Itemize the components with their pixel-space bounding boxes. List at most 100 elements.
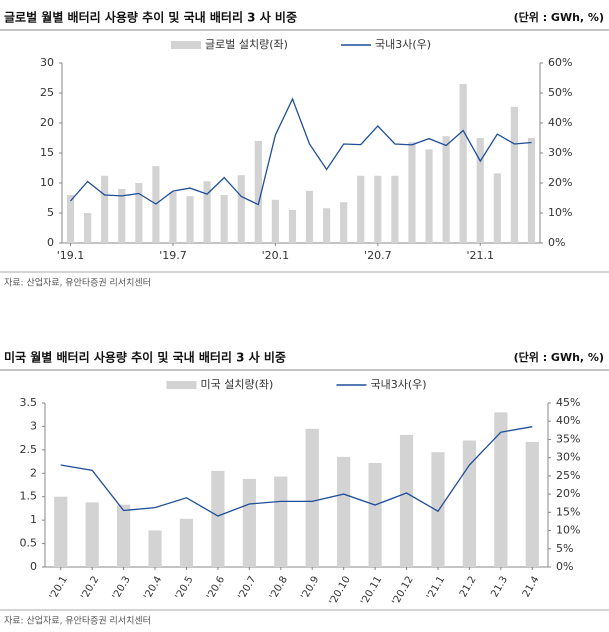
unit-label: (단위 : GWh, %) — [514, 350, 604, 364]
bar — [459, 84, 467, 243]
bar — [85, 502, 99, 567]
y2-tick-label: 5% — [556, 542, 573, 555]
bar — [476, 138, 484, 243]
bar — [116, 504, 131, 567]
bar — [211, 470, 225, 567]
bar — [186, 196, 194, 243]
x-tick-label: '20.9 — [299, 575, 321, 602]
x-tick-label: '20.7 — [237, 575, 259, 602]
chart-title: 미국 월별 배터리 사용량 추이 및 국내 배터리 3 사 비중 — [4, 350, 286, 365]
legend-label: 미국 설치량(좌) — [201, 378, 274, 391]
y-tick-label: 30 — [40, 56, 54, 69]
bar — [169, 192, 177, 243]
bar — [179, 518, 194, 567]
x-tick-label: '20.11 — [359, 575, 384, 608]
legend-swatch — [171, 41, 201, 49]
x-tick-label: '20.7 — [364, 249, 392, 262]
bar — [242, 478, 256, 567]
y-tick-label: 0 — [30, 560, 37, 573]
x-tick-label: '20.2 — [79, 575, 101, 602]
y-tick-label: 15 — [40, 146, 54, 159]
bar — [118, 189, 126, 243]
source: 자료: 산업자료, 유안타증권 리서치센터 — [4, 615, 151, 627]
bar — [305, 190, 314, 243]
y-tick-label: 1 — [30, 513, 37, 526]
y2-tick-label: 20% — [548, 176, 572, 189]
y2-tick-label: 50% — [548, 86, 572, 99]
legend-label: 국내3사(우) — [375, 38, 431, 51]
bar — [399, 434, 414, 567]
y2-tick-label: 40% — [548, 116, 572, 129]
y2-tick-label: 0% — [548, 236, 565, 249]
y2-tick-label: 60% — [548, 56, 572, 69]
bar — [368, 462, 382, 567]
x-tick-label: '20.1 — [48, 575, 70, 602]
bar — [527, 138, 536, 243]
y-tick-label: 2 — [30, 466, 37, 479]
x-tick-label: '20.5 — [174, 575, 196, 602]
y-tick-label: 3.5 — [20, 396, 38, 409]
bar — [305, 428, 319, 567]
y-tick-label: 0.5 — [20, 537, 38, 550]
x-tick-label: 21.3 — [489, 575, 510, 600]
bar — [54, 496, 68, 567]
bar — [237, 175, 245, 243]
bar — [274, 476, 288, 567]
bar — [431, 452, 445, 567]
bar — [66, 195, 75, 243]
y2-tick-label: 30% — [548, 146, 572, 159]
y2-tick-label: 0% — [556, 560, 573, 573]
bar — [494, 412, 508, 567]
y2-tick-label: 10% — [548, 206, 572, 219]
y2-tick-label: 30% — [556, 451, 580, 464]
y2-tick-label: 15% — [556, 505, 580, 518]
x-tick-label: '20.12 — [391, 575, 416, 608]
bar — [408, 142, 416, 243]
bar — [271, 199, 279, 243]
y-tick-label: 1.5 — [20, 490, 38, 503]
y-tick-label: 5 — [47, 206, 54, 219]
x-tick-label: 21.4 — [521, 575, 542, 600]
y2-tick-label: 10% — [556, 524, 580, 537]
y2-tick-label: 25% — [556, 469, 580, 482]
bar — [337, 456, 351, 567]
bar — [493, 173, 501, 243]
chart-title: 글로벌 월별 배터리 사용량 추이 및 국내 배터리 3 사 비중 — [4, 10, 297, 25]
bar — [510, 106, 518, 243]
legend-swatch — [166, 381, 197, 389]
x-tick-label: '21.1 — [425, 575, 447, 602]
bar — [442, 136, 450, 243]
y2-tick-label: 45% — [556, 396, 580, 409]
x-tick-label: '20.10 — [328, 575, 353, 608]
y-tick-label: 10 — [40, 176, 54, 189]
bar — [203, 181, 211, 243]
legend-label: 글로벌 설치량(좌) — [205, 38, 288, 51]
bar — [340, 202, 348, 243]
bar — [288, 210, 297, 243]
y-tick-label: 3 — [30, 419, 37, 432]
bar — [374, 175, 382, 243]
line-series — [70, 97, 532, 206]
source: 자료: 산업자료, 유안타증권 리서치센터 — [4, 277, 151, 289]
bar — [84, 213, 92, 243]
x-tick-label: '20.6 — [205, 575, 227, 602]
bar — [220, 195, 228, 243]
x-tick-label: '20.3 — [111, 575, 133, 602]
unit-label: (단위 : GWh, %) — [514, 10, 604, 24]
bar — [323, 208, 331, 243]
legend-label: 국내3사(우) — [371, 378, 427, 391]
x-tick-label: '21.1 — [466, 249, 494, 262]
bar — [425, 149, 433, 243]
bar — [135, 183, 143, 243]
y2-tick-label: 40% — [556, 414, 580, 427]
line-series — [60, 426, 533, 517]
bar — [391, 175, 399, 243]
y2-tick-label: 35% — [556, 432, 580, 445]
x-tick-label: '20.1 — [262, 249, 290, 262]
y-tick-label: 2.5 — [20, 443, 38, 456]
x-tick-label: 21.2 — [458, 575, 479, 600]
bar — [254, 141, 262, 243]
bar — [525, 441, 539, 567]
x-tick-label: '19.1 — [57, 249, 85, 262]
